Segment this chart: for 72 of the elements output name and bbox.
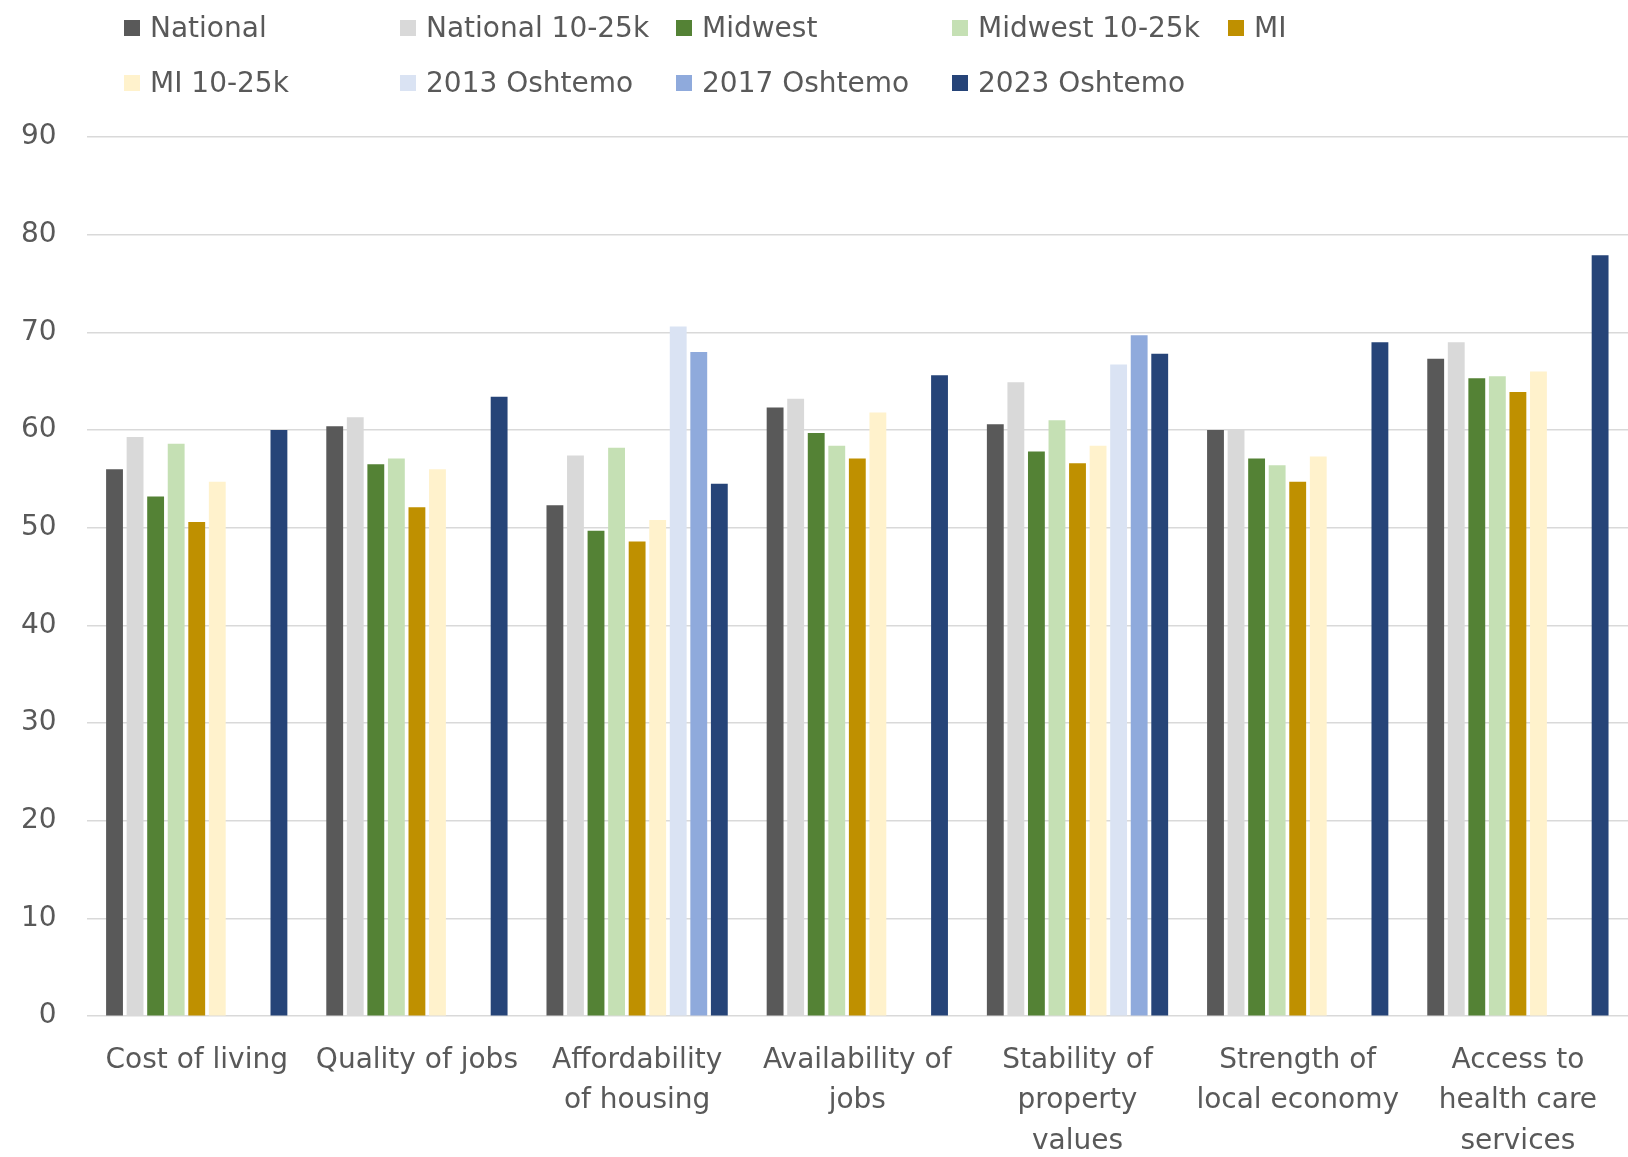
x-tick-label: Stability of property values bbox=[1002, 1041, 1154, 1156]
bar bbox=[147, 496, 165, 1016]
bar bbox=[628, 541, 646, 1016]
bar bbox=[1468, 378, 1486, 1016]
legend-label: 2017 Oshtemo bbox=[702, 65, 910, 100]
bar bbox=[490, 396, 508, 1016]
bar bbox=[690, 351, 708, 1016]
bar bbox=[986, 424, 1004, 1016]
bar bbox=[649, 519, 667, 1016]
bar bbox=[1268, 465, 1286, 1016]
legend-label: National bbox=[150, 10, 267, 45]
bar bbox=[167, 443, 185, 1016]
bar bbox=[1151, 353, 1169, 1016]
bar bbox=[1591, 255, 1609, 1016]
bar bbox=[429, 469, 446, 1016]
bar bbox=[546, 505, 564, 1016]
legend-label: MI bbox=[1254, 10, 1287, 45]
bar bbox=[807, 433, 825, 1016]
legend-label: National 10-25k bbox=[426, 10, 650, 45]
x-tick-label: Strength of local economy bbox=[1196, 1041, 1400, 1116]
x-tick-label: Quality of jobs bbox=[315, 1041, 518, 1075]
bar bbox=[1509, 391, 1527, 1016]
bar bbox=[1248, 458, 1266, 1016]
y-tick-label: 50 bbox=[20, 509, 57, 543]
y-tick-label: 60 bbox=[20, 411, 57, 445]
bar bbox=[367, 464, 385, 1016]
legend-label: Midwest 10-25k bbox=[978, 10, 1200, 45]
bar bbox=[869, 412, 887, 1016]
bar bbox=[669, 326, 687, 1016]
y-tick-label: 40 bbox=[20, 606, 57, 640]
legend-label: MI 10-25k bbox=[150, 65, 289, 100]
bar bbox=[1110, 364, 1128, 1016]
y-tick-label: 0 bbox=[38, 997, 57, 1031]
x-tick-label: Availability of jobs bbox=[763, 1041, 953, 1116]
y-tick-label: 90 bbox=[20, 118, 57, 152]
bar bbox=[1289, 481, 1307, 1016]
bar bbox=[1427, 358, 1445, 1016]
bar bbox=[326, 426, 344, 1016]
legend-label: 2023 Oshtemo bbox=[978, 65, 1186, 100]
bar bbox=[766, 407, 784, 1016]
y-tick-label: 30 bbox=[20, 704, 57, 738]
x-tick-label: Access to health care services bbox=[1438, 1041, 1598, 1156]
bar bbox=[1130, 335, 1148, 1016]
x-tick-label: Cost of living bbox=[105, 1041, 288, 1075]
legend-label: Midwest bbox=[702, 10, 818, 45]
bar bbox=[1371, 342, 1389, 1016]
y-tick-label: 80 bbox=[20, 215, 57, 249]
bar bbox=[1530, 371, 1547, 1016]
y-tick-label: 20 bbox=[20, 802, 57, 836]
bar bbox=[208, 481, 226, 1016]
x-tick-label: Affordability of housing bbox=[552, 1041, 723, 1116]
bar bbox=[1089, 445, 1107, 1016]
bar bbox=[408, 507, 426, 1016]
bar bbox=[387, 458, 405, 1016]
bar bbox=[1488, 376, 1506, 1016]
bar bbox=[1048, 420, 1066, 1016]
bar bbox=[188, 521, 206, 1016]
legend-label: 2013 Oshtemo bbox=[426, 65, 634, 100]
bar bbox=[710, 483, 728, 1016]
bar bbox=[106, 469, 123, 1016]
bar bbox=[608, 447, 625, 1016]
bar bbox=[828, 445, 846, 1016]
y-tick-label: 70 bbox=[20, 313, 57, 347]
bar bbox=[1309, 456, 1327, 1016]
bar bbox=[1069, 463, 1086, 1016]
bar bbox=[1027, 451, 1045, 1016]
bar bbox=[931, 375, 948, 1016]
bar bbox=[270, 430, 288, 1016]
bar bbox=[587, 530, 605, 1016]
bar bbox=[1207, 430, 1224, 1016]
y-tick-label: 10 bbox=[20, 899, 57, 933]
bar bbox=[848, 458, 866, 1016]
